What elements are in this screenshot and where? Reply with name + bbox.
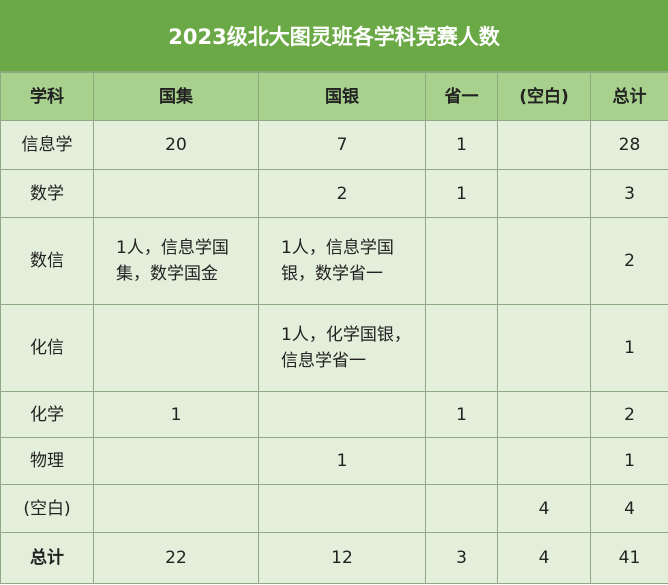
cell-blank — [497, 304, 591, 392]
cell-guoyin: 7 — [258, 120, 426, 170]
cell-guoji: 1人，信息学国集，数学国金 — [93, 217, 259, 305]
cell-total: 1 — [590, 304, 668, 392]
cell-total: 3 — [590, 169, 668, 218]
table-row: 化信 1人，化学国银，信息学省一 1 — [0, 304, 668, 392]
total-cell-blank: 4 — [497, 532, 591, 584]
table-row: 数学 2 1 3 — [0, 169, 668, 218]
cell-guoji — [93, 169, 259, 218]
cell-subject: 数信 — [0, 217, 94, 305]
cell-subject: 化学 — [0, 391, 94, 438]
cell-guoyin: 2 — [258, 169, 426, 218]
total-cell-shengyi: 3 — [425, 532, 498, 584]
cell-guoyin — [258, 391, 426, 438]
cell-guoyin — [258, 484, 426, 533]
cell-blank — [497, 217, 591, 305]
cell-blank — [497, 391, 591, 438]
cell-subject: 数学 — [0, 169, 94, 218]
cell-shengyi: 1 — [425, 169, 498, 218]
header-guoyin: 国银 — [258, 72, 426, 121]
cell-shengyi — [425, 217, 498, 305]
cell-guoyin: 1 — [258, 437, 426, 485]
cell-guoji — [93, 484, 259, 533]
cell-guoyin: 1人，信息学国银，数学省一 — [258, 217, 426, 305]
cell-subject: 物理 — [0, 437, 94, 485]
cell-guoji — [93, 304, 259, 392]
table-row: 数信 1人，信息学国集，数学国金 1人，信息学国银，数学省一 2 — [0, 217, 668, 305]
table-row: (空白) 4 4 — [0, 484, 668, 533]
cell-total: 2 — [590, 217, 668, 305]
cell-guoji: 1 — [93, 391, 259, 438]
header-row: 学科 国集 国银 省一 (空白) 总计 — [0, 72, 668, 121]
cell-guoji: 20 — [93, 120, 259, 170]
cell-shengyi — [425, 484, 498, 533]
header-subject: 学科 — [0, 72, 94, 121]
table-row: 化学 1 1 2 — [0, 391, 668, 438]
cell-blank — [497, 120, 591, 170]
cell-blank — [497, 437, 591, 485]
table-title: 2023级北大图灵班各学科竞赛人数 — [0, 0, 668, 72]
cell-shengyi — [425, 437, 498, 485]
competition-table: 学科 国集 国银 省一 (空白) 总计 信息学 20 7 1 28 数学 2 1 3 数信 1人，信… — [0, 72, 668, 584]
cell-shengyi — [425, 304, 498, 392]
cell-subject: 信息学 — [0, 120, 94, 170]
cell-total: 28 — [590, 120, 668, 170]
table-row: 信息学 20 7 1 28 — [0, 120, 668, 170]
cell-total: 4 — [590, 484, 668, 533]
total-row: 总计 22 12 3 4 41 — [0, 532, 668, 584]
table-row: 物理 1 1 — [0, 437, 668, 485]
cell-blank: 4 — [497, 484, 591, 533]
cell-subject: 化信 — [0, 304, 94, 392]
header-shengyi: 省一 — [425, 72, 498, 121]
cell-guoji — [93, 437, 259, 485]
cell-subject: (空白) — [0, 484, 94, 533]
cell-total: 2 — [590, 391, 668, 438]
header-guoji: 国集 — [93, 72, 259, 121]
total-cell-guoji: 22 — [93, 532, 259, 584]
cell-shengyi: 1 — [425, 120, 498, 170]
header-blank: (空白) — [497, 72, 591, 121]
total-cell-subject: 总计 — [0, 532, 94, 584]
cell-guoyin: 1人，化学国银，信息学省一 — [258, 304, 426, 392]
cell-blank — [497, 169, 591, 218]
cell-total: 1 — [590, 437, 668, 485]
header-total: 总计 — [590, 72, 668, 121]
total-cell-guoyin: 12 — [258, 532, 426, 584]
cell-shengyi: 1 — [425, 391, 498, 438]
total-cell-total: 41 — [590, 532, 668, 584]
